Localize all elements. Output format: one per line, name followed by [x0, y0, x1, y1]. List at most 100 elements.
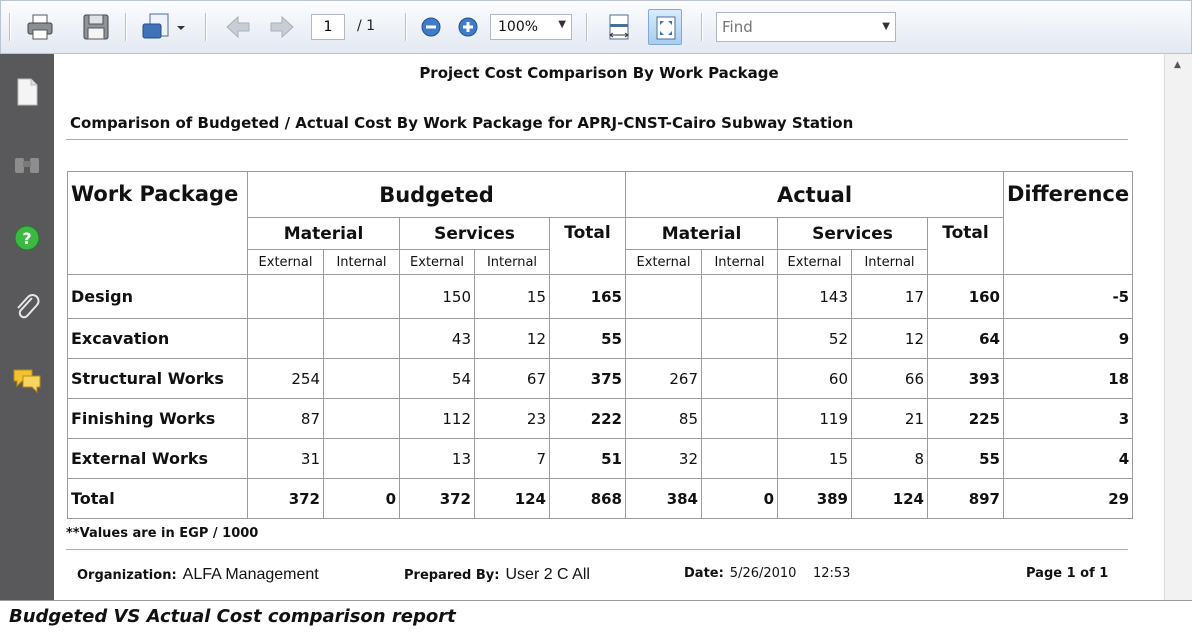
divider	[66, 139, 1128, 140]
header-internal: Internal	[474, 249, 550, 275]
report-viewer-toolbar: 1 / 1 100% ▼ ▼	[0, 0, 1192, 54]
chevron-down-icon[interactable]: ▼	[882, 21, 890, 32]
header-internal: Internal	[323, 249, 400, 275]
table-cell: 225	[927, 398, 1004, 439]
footer-date: Date: 5/26/2010 12:53	[684, 566, 850, 581]
attachment-icon[interactable]	[11, 290, 43, 322]
print-icon[interactable]	[25, 12, 55, 42]
table-cell: 13	[399, 438, 475, 479]
divider	[66, 549, 1128, 550]
table-cell: 119	[777, 398, 852, 439]
table-cell: 66	[851, 358, 928, 399]
previous-page-icon[interactable]	[223, 12, 253, 42]
zoom-in-icon[interactable]	[455, 12, 481, 42]
units-note: **Values are in EGP / 1000	[66, 526, 259, 541]
table-cell: 18	[1002, 358, 1134, 399]
organization-value: ALFA Management	[182, 566, 319, 583]
table-cell: 222	[549, 398, 626, 439]
table-cell	[701, 274, 778, 319]
figure-caption: Budgeted VS Actual Cost comparison repor…	[0, 600, 1192, 635]
table-cell	[247, 274, 324, 319]
organization-label: Organization:	[77, 568, 177, 583]
table-cell	[701, 398, 778, 439]
table-cell: 868	[549, 478, 626, 519]
page-width-icon[interactable]	[604, 12, 634, 42]
table-cell	[323, 398, 400, 439]
toolbar-separator	[701, 13, 703, 41]
binoculars-icon[interactable]	[11, 149, 43, 181]
table-cell: 12	[474, 318, 550, 359]
table-cell: 29	[1002, 478, 1134, 519]
table-cell	[701, 438, 778, 479]
table-cell: 165	[549, 274, 626, 319]
header-row-2: Material Services Total Material Service…	[68, 217, 1133, 275]
table-cell: 31	[247, 438, 324, 479]
table-cell	[625, 318, 702, 359]
table-cell: 160	[927, 274, 1004, 319]
prepared-by-value: User 2 C All	[505, 566, 590, 583]
table-cell: 897	[927, 478, 1004, 519]
header-row-3: External Internal External Internal Exte…	[68, 249, 1133, 275]
table-cell: 393	[927, 358, 1004, 399]
toolbar-separator	[125, 13, 127, 41]
whole-page-button[interactable]	[648, 9, 682, 45]
row-label: Finishing Works	[67, 398, 248, 439]
header-actual-material: Material	[625, 217, 778, 250]
row-label: Excavation	[67, 318, 248, 359]
table-cell: 7	[474, 438, 550, 479]
zoom-value: 100%	[498, 19, 539, 35]
save-icon[interactable]	[81, 12, 111, 42]
header-actual-total: Total	[927, 217, 1004, 275]
next-page-icon[interactable]	[267, 12, 297, 42]
help-icon[interactable]: ?	[11, 222, 43, 254]
zoom-out-icon[interactable]	[418, 12, 444, 42]
table-cell: 55	[927, 438, 1004, 479]
export-icon[interactable]	[141, 12, 187, 42]
report-page: Project Cost Comparison By Work Package …	[54, 54, 1164, 600]
table-cell: 124	[474, 478, 550, 519]
row-label: Total	[67, 478, 248, 519]
table-cell: 23	[474, 398, 550, 439]
table-cell: 32	[625, 438, 702, 479]
page-number-input[interactable]: 1	[311, 14, 345, 40]
table-row: Excavation 43 12 55 52 12 64 9	[67, 318, 1134, 359]
header-work-package: Work Package	[67, 171, 248, 275]
page-total: / 1	[357, 18, 376, 34]
table-cell	[323, 358, 400, 399]
comments-icon[interactable]	[11, 364, 43, 396]
header-budgeted-total: Total	[549, 217, 626, 275]
table-cell: 124	[851, 478, 928, 519]
zoom-select[interactable]: 100% ▼	[490, 14, 572, 40]
table-cell: 21	[851, 398, 928, 439]
caption-text: Budgeted VS Actual Cost comparison repor…	[9, 606, 456, 627]
row-label: Structural Works	[67, 358, 248, 399]
document-icon[interactable]	[11, 76, 43, 108]
toolbar-separator	[9, 13, 11, 41]
vertical-scrollbar[interactable]: ▲	[1164, 54, 1192, 600]
find-input[interactable]	[722, 14, 872, 40]
footer-prepared-by: Prepared By: User 2 C All	[404, 566, 590, 584]
table-cell: 51	[549, 438, 626, 479]
table-cell	[247, 318, 324, 359]
prepared-by-label: Prepared By:	[404, 568, 500, 583]
table-row: External Works 31 13 7 51 32 15 8 55 4	[67, 438, 1134, 479]
table-cell	[701, 318, 778, 359]
scroll-up-icon[interactable]: ▲	[1174, 60, 1181, 70]
svg-text:?: ?	[22, 229, 31, 248]
table-cell: 15	[474, 274, 550, 319]
table-cell: 267	[625, 358, 702, 399]
table-cell: 372	[399, 478, 475, 519]
table-cell: 52	[777, 318, 852, 359]
table-cell: 143	[777, 274, 852, 319]
table-cell: 87	[247, 398, 324, 439]
table-cell: 43	[399, 318, 475, 359]
header-budgeted: Budgeted	[247, 171, 626, 218]
report-title: Project Cost Comparison By Work Package	[419, 64, 779, 82]
chevron-down-icon: ▼	[558, 19, 566, 30]
table-cell: 372	[247, 478, 324, 519]
table-cell: 55	[549, 318, 626, 359]
table-cell: 0	[701, 478, 778, 519]
header-external: External	[247, 249, 324, 275]
table-cell: 85	[625, 398, 702, 439]
header-actual-services: Services	[777, 217, 928, 250]
